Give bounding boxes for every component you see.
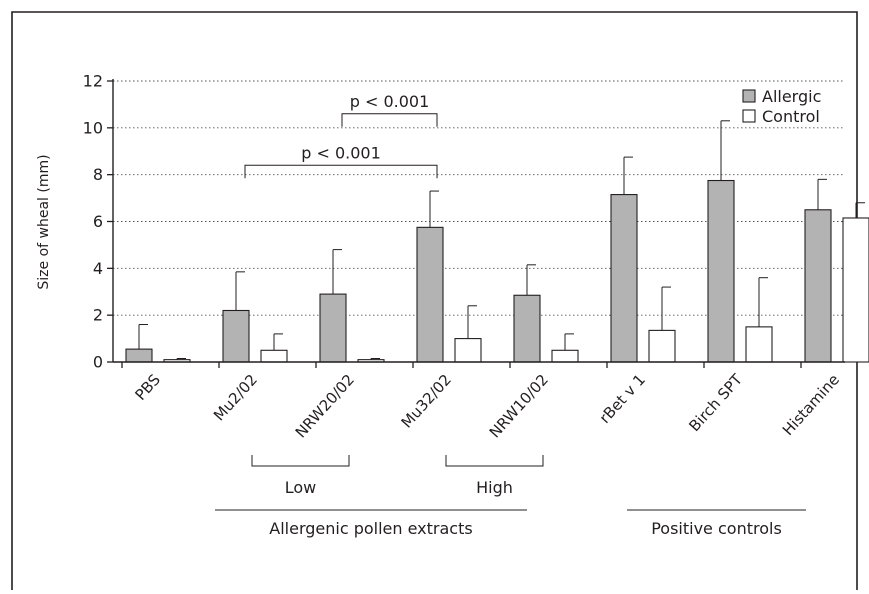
y-tick-label: 10 — [83, 118, 103, 137]
x-tick-label: Mu32/02 — [398, 371, 455, 432]
bar-control — [842, 217, 869, 363]
y-axis-label: Size of wheal (mm) — [36, 154, 52, 289]
x-tick-label: rBet v 1 — [596, 371, 649, 427]
legend-label: Allergic — [762, 87, 821, 106]
group-bracket — [251, 455, 350, 467]
bar-allergic — [610, 194, 638, 363]
group-label: Positive controls — [651, 519, 782, 538]
y-tick-label: 2 — [93, 306, 103, 325]
group-label: High — [476, 478, 513, 497]
significance-label: p < 0.001 — [350, 92, 430, 111]
y-tick-label: 0 — [93, 353, 103, 372]
significance-bracket — [244, 164, 438, 179]
legend-swatch — [742, 109, 756, 123]
legend-label: Control — [762, 107, 820, 126]
bar-allergic — [125, 348, 153, 363]
x-tick-label: Histamine — [779, 371, 843, 439]
y-tick-label: 8 — [93, 165, 103, 184]
x-tick-label: Birch SPT — [685, 370, 746, 435]
legend-swatch — [742, 89, 756, 103]
annotations: p < 0.001 p < 0.001 Low High Allergenic poll… — [215, 92, 806, 538]
significance-label: p < 0.001 — [301, 143, 381, 162]
group-label: Allergenic pollen extracts — [269, 519, 472, 538]
x-tick-label: NRW20/02 — [292, 371, 358, 442]
bar-control — [745, 326, 773, 363]
y-tick-label: 6 — [93, 212, 103, 231]
group-label: Low — [285, 478, 317, 497]
bar-control — [648, 329, 676, 363]
bar-allergic — [707, 179, 735, 363]
bars — [125, 120, 869, 363]
grid — [113, 80, 845, 316]
bar-control — [551, 349, 579, 363]
group-bracket — [445, 455, 544, 467]
x-tick-label: Mu2/02 — [210, 371, 261, 425]
x-tick-label: NRW10/02 — [486, 371, 552, 442]
bar-allergic — [319, 293, 347, 363]
bar-allergic — [416, 226, 444, 363]
bar-allergic — [513, 294, 541, 363]
x-tick-label: PBS — [131, 371, 164, 404]
y-tick-label: 4 — [93, 259, 103, 278]
bar-control — [260, 349, 288, 363]
bar-allergic — [222, 309, 250, 363]
significance-bracket — [341, 113, 438, 127]
y-tick-label: 12 — [83, 72, 103, 91]
bar-control — [454, 338, 482, 363]
bar-allergic — [804, 209, 832, 363]
